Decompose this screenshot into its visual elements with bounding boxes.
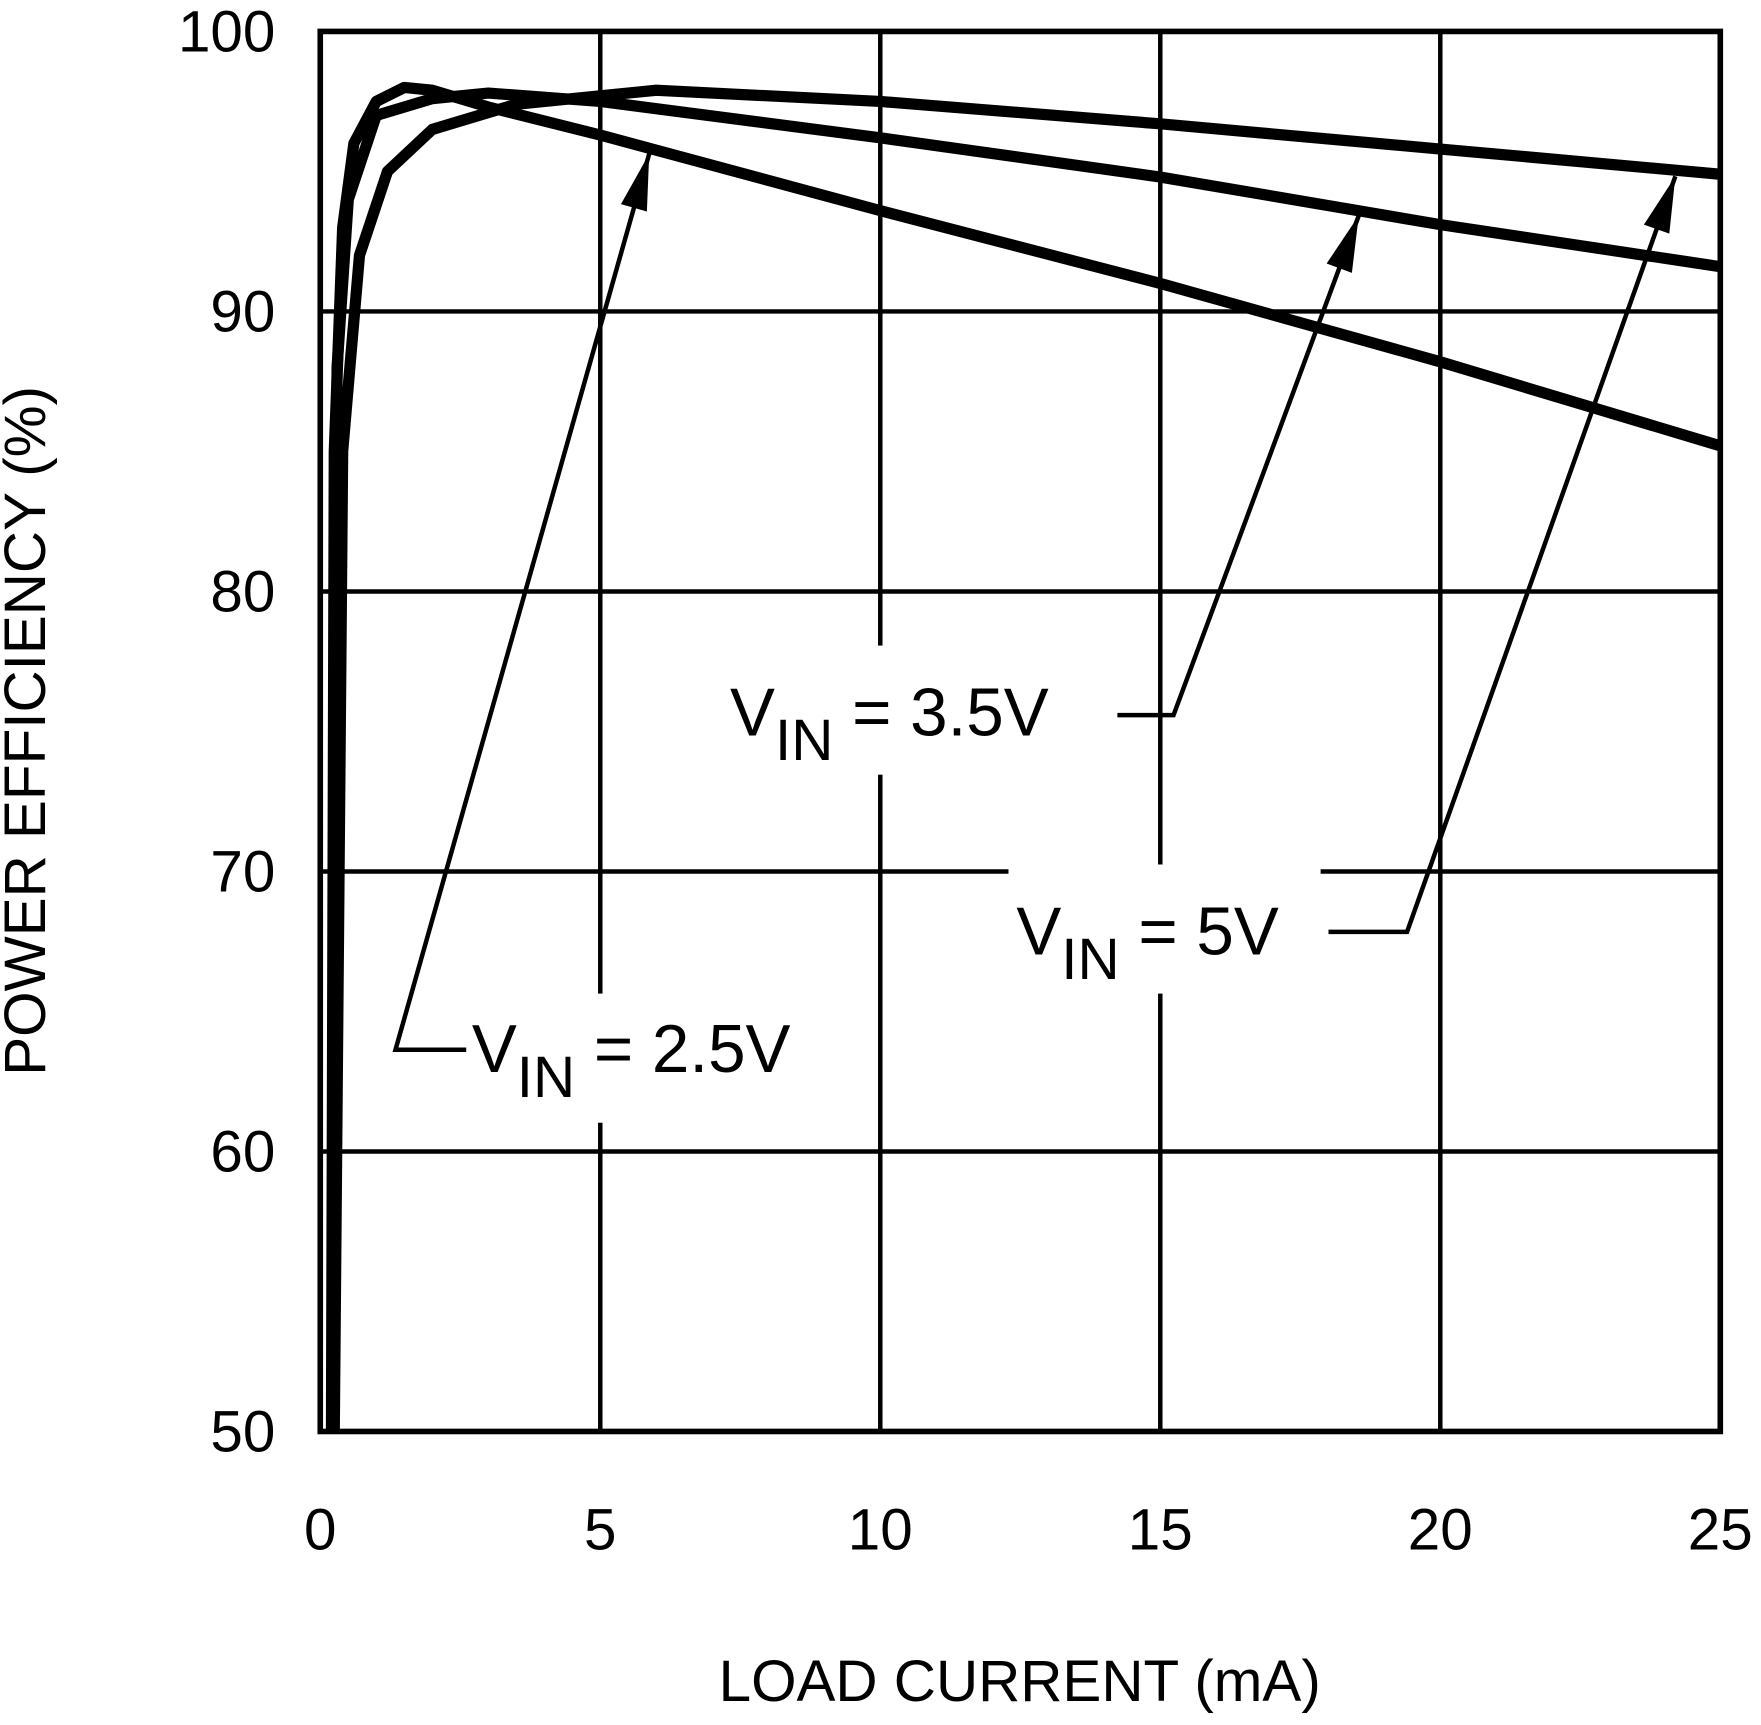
label-background: [718, 645, 1112, 775]
arrowhead: [620, 153, 650, 212]
annotation-sub: IN: [1061, 927, 1119, 992]
annotation-sub: IN: [775, 708, 833, 773]
x-tick-label: 10: [848, 1497, 913, 1562]
annotation-main: V: [1016, 894, 1061, 969]
label-background: [1008, 864, 1321, 994]
annotation-tail: = 5V: [1120, 894, 1279, 969]
annotation: VIN = 3.5V: [730, 675, 1049, 773]
annotation-leader: [1117, 214, 1361, 718]
annotation: VIN = 2.5V: [472, 1012, 791, 1110]
x-tick-label: 20: [1408, 1497, 1473, 1562]
annotation: VIN = 5V: [1016, 894, 1279, 992]
y-tick-label: 50: [210, 1400, 275, 1465]
plot-frame: [317, 28, 1724, 1435]
x-tick-label: 0: [304, 1497, 336, 1562]
y-tick-label: 90: [210, 280, 275, 345]
series-line: [328, 84, 1721, 1432]
x-tick-label: 5: [584, 1497, 616, 1562]
annotation-tail: = 2.5V: [575, 1012, 790, 1087]
x-axis-label: LOAD CURRENT (mA): [719, 1649, 1321, 1714]
label-background: [462, 993, 856, 1123]
annotation-main: V: [472, 1012, 517, 1087]
annotation-sub: IN: [517, 1045, 575, 1110]
arrowhead: [1643, 176, 1676, 234]
y-tick-label: 80: [210, 560, 275, 625]
series-line: [326, 87, 1722, 1432]
x-tick-label: 15: [1128, 1497, 1193, 1562]
annotation-leader: [1328, 175, 1678, 935]
arrowhead: [1326, 215, 1359, 273]
annotation-tail: = 3.5V: [833, 675, 1048, 750]
y-tick-label: 100: [178, 0, 275, 65]
y-tick-label: 60: [210, 1120, 275, 1185]
y-axis-label: POWER EFFICIENCY (%): [0, 386, 58, 1076]
annotation-main: V: [730, 675, 775, 750]
annotation-leader: [392, 153, 652, 1052]
y-tick-label: 70: [210, 840, 275, 905]
x-tick-label: 25: [1688, 1497, 1753, 1562]
